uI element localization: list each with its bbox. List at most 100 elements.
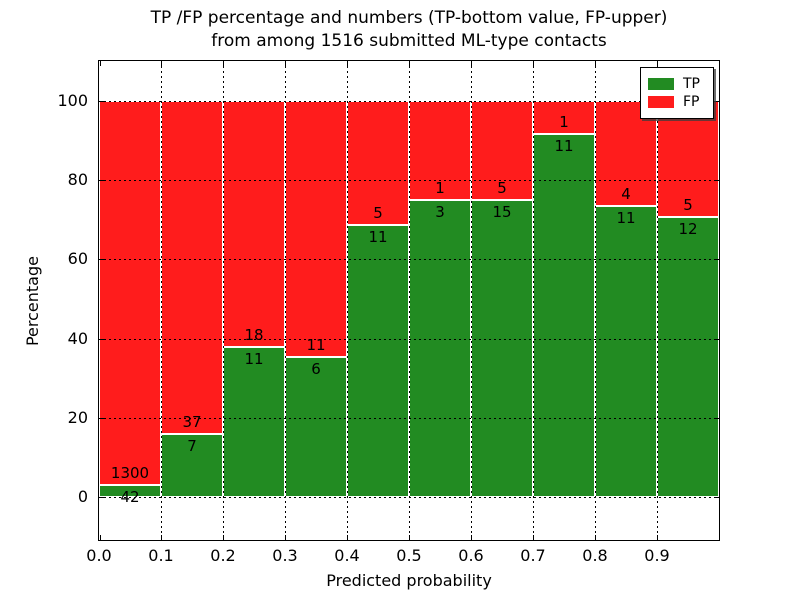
- bar-label-fp: 1: [559, 112, 569, 131]
- x-tick-label: 0.0: [86, 546, 112, 565]
- bar-label-tp: 7: [187, 437, 197, 456]
- x-tick-mark-top: [223, 61, 224, 66]
- y-tick-mark-left: [99, 259, 104, 261]
- x-tick-label: 0.5: [396, 546, 422, 565]
- bar-segment-fp: [161, 100, 223, 435]
- bar-label-tp: 11: [368, 227, 388, 246]
- x-tick-mark-bottom: [285, 535, 286, 540]
- x-tick-label: 0.8: [582, 546, 608, 565]
- gridline-vertical: [285, 61, 286, 540]
- x-tick-mark-bottom: [471, 535, 472, 540]
- gridline-vertical: [161, 61, 162, 540]
- bar-segment-tp: [223, 346, 285, 498]
- bar-label-fp: 5: [497, 178, 507, 197]
- chart-title-line1: TP /FP percentage and numbers (TP-bottom…: [150, 8, 668, 28]
- bar-label-tp: 3: [435, 202, 445, 221]
- x-tick-mark-bottom: [657, 535, 658, 540]
- y-tick-mark-left: [99, 100, 104, 102]
- x-tick-label: 0.4: [334, 546, 360, 565]
- bar-segment-tp: [347, 224, 409, 498]
- y-tick-mark-left: [99, 179, 104, 181]
- bar-label-fp: 5: [683, 196, 693, 215]
- bar-segment-tp: [409, 199, 471, 498]
- x-tick-mark-top: [347, 61, 348, 66]
- x-tick-mark-top: [99, 61, 101, 66]
- gridline-vertical: [409, 61, 410, 540]
- x-tick-label: 0.1: [148, 546, 174, 565]
- bar-label-fp: 37: [182, 413, 202, 432]
- bar-segment-fp: [285, 100, 347, 358]
- x-tick-label: 0.6: [458, 546, 484, 565]
- x-tick-mark-top: [285, 61, 286, 66]
- y-tick-mark-right: [714, 338, 719, 340]
- y-tick-mark-left: [99, 497, 104, 499]
- y-tick-label: 40: [67, 328, 88, 348]
- y-tick-label: 0: [77, 487, 88, 507]
- y-tick-label: 60: [67, 249, 88, 269]
- x-tick-label: 0.2: [210, 546, 236, 565]
- bar-label-tp: 11: [244, 349, 264, 368]
- legend-item-fp: FP: [648, 94, 706, 110]
- x-tick-mark-bottom: [595, 535, 596, 540]
- bar-label-fp: 18: [244, 325, 264, 344]
- bar-label-fp: 5: [373, 203, 383, 222]
- y-tick-mark-right: [714, 497, 719, 499]
- y-tick-label: 20: [67, 407, 88, 427]
- bar-label-tp: 6: [311, 360, 321, 379]
- y-tick-mark-left: [99, 417, 104, 419]
- gridline-vertical: [657, 61, 658, 540]
- bar-label-fp: 4: [621, 185, 631, 204]
- x-tick-mark-bottom: [161, 535, 162, 540]
- x-tick-mark-top: [471, 61, 472, 66]
- bar-label-fp: 11: [306, 336, 326, 355]
- x-tick-mark-bottom: [533, 535, 534, 540]
- bar-segment-tp: [161, 434, 223, 498]
- bar-label-fp: 1300: [110, 463, 150, 482]
- chart-title-line2: from among 1516 submitted ML-type contac…: [211, 31, 607, 51]
- x-tick-mark-bottom: [347, 535, 348, 540]
- x-tick-label: 0.7: [520, 546, 546, 565]
- bar-label-fp: 1: [435, 178, 445, 197]
- legend-label-fp: FP: [683, 94, 700, 110]
- x-tick-mark-bottom: [409, 535, 410, 540]
- plot-area: 1300 42 37 7 18 11 11 6 5 11 1 3 5 15 1 11 4 11 5 12 TP FP: [98, 60, 720, 541]
- legend-swatch-tp: [648, 78, 674, 90]
- bar-label-tp: 42: [120, 487, 140, 506]
- gridline-vertical: [533, 61, 534, 540]
- bar-label-tp: 11: [554, 136, 574, 155]
- bar-segment-tp: [285, 357, 347, 498]
- bar-segment-tp: [533, 133, 595, 498]
- x-tick-label: 0.3: [272, 546, 298, 565]
- x-tick-mark-top: [533, 61, 534, 66]
- legend-label-tp: TP: [683, 76, 700, 92]
- bar-segment-tp: [595, 206, 657, 498]
- legend: TP FP: [640, 67, 714, 119]
- gridline-vertical: [223, 61, 224, 540]
- bar-segment-fp: [347, 100, 409, 225]
- x-tick-mark-top: [595, 61, 596, 66]
- gridline-vertical: [471, 61, 472, 540]
- x-tick-mark-bottom: [223, 535, 224, 540]
- y-tick-label: 80: [67, 169, 88, 189]
- x-tick-mark-top: [409, 61, 410, 66]
- bar-segment-fp: [223, 100, 285, 347]
- gridline-vertical: [347, 61, 348, 540]
- x-tick-mark-top: [161, 61, 162, 66]
- gridline-vertical: [595, 61, 596, 540]
- bar-label-tp: 12: [678, 220, 698, 239]
- bar-segment-tp: [471, 199, 533, 498]
- legend-item-tp: TP: [648, 76, 706, 92]
- bar-segment-fp: [99, 100, 161, 485]
- x-axis-label: Predicted probability: [326, 571, 492, 590]
- y-axis-label: Percentage: [23, 256, 42, 347]
- legend-swatch-fp: [648, 96, 674, 108]
- x-tick-label: 0.9: [644, 546, 670, 565]
- y-tick-mark-right: [714, 417, 719, 419]
- y-tick-mark-right: [714, 259, 719, 261]
- y-tick-label: 100: [57, 90, 88, 110]
- bar-label-tp: 11: [616, 209, 636, 228]
- x-tick-mark-bottom: [99, 535, 101, 540]
- x-tick-mark-top: [657, 61, 658, 66]
- bar-label-tp: 15: [492, 202, 512, 221]
